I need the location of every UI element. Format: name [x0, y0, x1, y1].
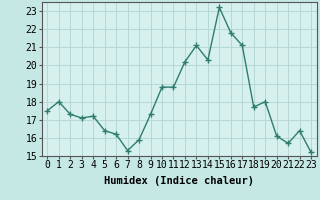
X-axis label: Humidex (Indice chaleur): Humidex (Indice chaleur)	[104, 176, 254, 186]
